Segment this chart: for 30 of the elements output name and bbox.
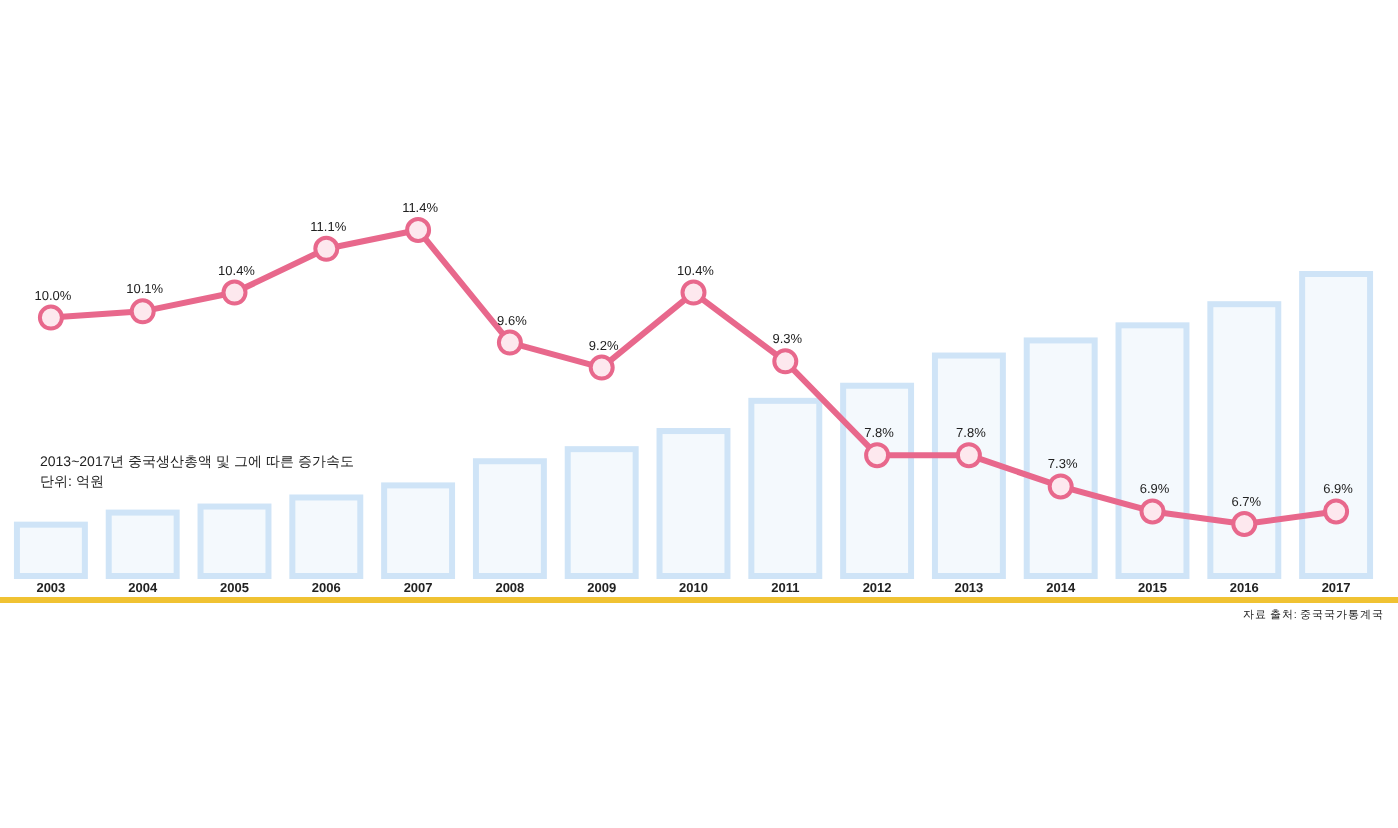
point: [221, 279, 248, 306]
bar: [1207, 301, 1282, 579]
bar: [564, 446, 639, 579]
point: [37, 304, 64, 331]
bar: [105, 509, 180, 579]
bar: [289, 494, 364, 579]
bar: [840, 382, 915, 579]
bar: [13, 521, 88, 579]
point: [955, 442, 982, 469]
point: [864, 442, 891, 469]
point: [1323, 498, 1350, 525]
bar: [197, 503, 272, 579]
bar: [748, 397, 823, 579]
bar: [381, 482, 456, 579]
bar: [1115, 322, 1190, 579]
bar: [656, 428, 731, 579]
bar: [1299, 271, 1374, 579]
point: [680, 279, 707, 306]
bar: [472, 458, 547, 579]
point: [1231, 511, 1258, 537]
point: [1047, 473, 1074, 500]
point: [129, 298, 156, 325]
point: [772, 348, 799, 375]
point: [313, 235, 340, 262]
bar: [1023, 337, 1098, 579]
point: [1139, 498, 1166, 525]
point: [496, 329, 523, 356]
point: [405, 217, 432, 243]
point: [588, 354, 615, 381]
bar: [931, 352, 1006, 579]
